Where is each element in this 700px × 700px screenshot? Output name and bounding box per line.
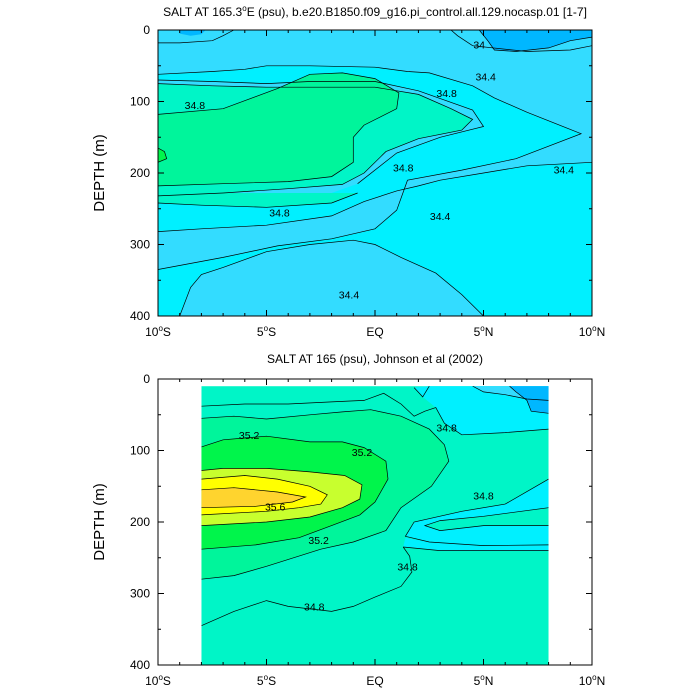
- y-axis-label: DEPTH (m): [91, 483, 108, 561]
- contour-value-label: 34.4: [339, 290, 360, 302]
- x-tick-label: 5oN: [474, 673, 494, 688]
- x-tick-label: EQ: [366, 325, 383, 339]
- salinity-region: [158, 148, 167, 163]
- salinity-region: [479, 30, 592, 52]
- salinity-region: [158, 72, 399, 186]
- contour-value-label: 34.4: [430, 211, 451, 223]
- y-tick-label: 300: [130, 587, 150, 601]
- contour-line: [158, 83, 474, 197]
- x-tick-label: EQ: [366, 674, 383, 688]
- x-tick-label: 5oS: [257, 673, 276, 688]
- contour-value-label: 34: [473, 39, 485, 51]
- contour-line: [472, 386, 549, 401]
- contour-value-label: 34.4: [554, 164, 575, 176]
- contour-line: [478, 30, 592, 52]
- salinity-region: [509, 386, 549, 414]
- panel-title: SALT AT 165.3oE (psu), b.e20.B1850.f09_g…: [163, 4, 587, 19]
- y-tick-label: 400: [130, 658, 150, 672]
- contour-line: [158, 161, 592, 232]
- contour-value-label: 34.8: [185, 100, 206, 112]
- contour-value-label: 35.2: [352, 447, 373, 459]
- contour-line: [404, 478, 549, 546]
- y-tick-label: 300: [130, 238, 150, 252]
- salinity-region: [158, 193, 358, 208]
- contour-value-label: 34.8: [269, 207, 290, 219]
- y-tick-label: 100: [130, 95, 150, 109]
- panel-title: SALT AT 165 (psu), Johnson et al (2002): [267, 352, 483, 366]
- salinity-region: [414, 386, 549, 435]
- contour-field: [158, 30, 592, 316]
- salinity-region: [158, 30, 234, 43]
- contour-value-label: 34.8: [436, 88, 457, 100]
- contour-value-label: 34.8: [393, 162, 414, 174]
- contour-line: [158, 79, 485, 184]
- salinity-region: [403, 537, 549, 551]
- contour-value-label: 34.8: [397, 561, 418, 573]
- salinity-region: [405, 479, 549, 546]
- contour-line: [158, 192, 358, 208]
- contour-line: [423, 507, 549, 531]
- contour-value-label: 34.4: [475, 71, 496, 83]
- contour-line: [403, 546, 549, 551]
- y-tick-label: 400: [130, 309, 150, 323]
- x-tick-label: 5oN: [474, 324, 494, 339]
- y-tick-label: 100: [130, 444, 150, 458]
- contour-value-label: 35.2: [239, 430, 260, 442]
- contour-line: [201, 392, 549, 436]
- contour-line: [158, 72, 400, 187]
- salinity-region: [179, 30, 206, 36]
- contour-line: [201, 546, 413, 627]
- y-tick-label: 0: [143, 23, 150, 37]
- contour-line: [201, 409, 450, 580]
- x-tick-label: 10oN: [579, 673, 605, 688]
- y-tick-label: 0: [143, 372, 150, 386]
- contour-line: [201, 487, 307, 509]
- contour-value-label: 34.8: [304, 601, 325, 613]
- contour-value-label: 34.8: [473, 491, 494, 503]
- contour-line: [158, 30, 235, 44]
- contour-value-label: 34.8: [436, 423, 457, 435]
- x-tick-label: 10oN: [579, 324, 605, 339]
- contour-line: [201, 435, 389, 550]
- contour-value-label: 35.6: [265, 501, 286, 513]
- contour-line: [413, 386, 430, 398]
- y-axis-label: DEPTH (m): [91, 134, 108, 212]
- x-tick-label: 10oS: [145, 324, 171, 339]
- x-tick-label: 5oS: [257, 324, 276, 339]
- observed-salinity-panel: 35.2 35.2 34.8 35.6 35.2 34.8 34.8 34.8 0 100 200 3…: [91, 352, 605, 688]
- contour-field: [201, 386, 549, 665]
- contour-line: [201, 475, 328, 516]
- y-tick-label: 200: [130, 515, 150, 529]
- contour-line: [201, 468, 363, 526]
- contour-line: [509, 386, 549, 414]
- contour-value-label: 35.2: [308, 535, 329, 547]
- contour-line: [158, 65, 583, 270]
- contour-line: [158, 147, 168, 163]
- contour-line: [450, 30, 592, 52]
- y-tick-label: 200: [130, 166, 150, 180]
- x-tick-label: 10oS: [145, 673, 171, 688]
- salinity-region: [158, 65, 592, 316]
- model-salinity-panel: 34.8 34 34.4 34.8 34.8 34.8 34.4 34.4 34.4 0 100 20…: [91, 4, 605, 339]
- contour-line: [179, 239, 484, 316]
